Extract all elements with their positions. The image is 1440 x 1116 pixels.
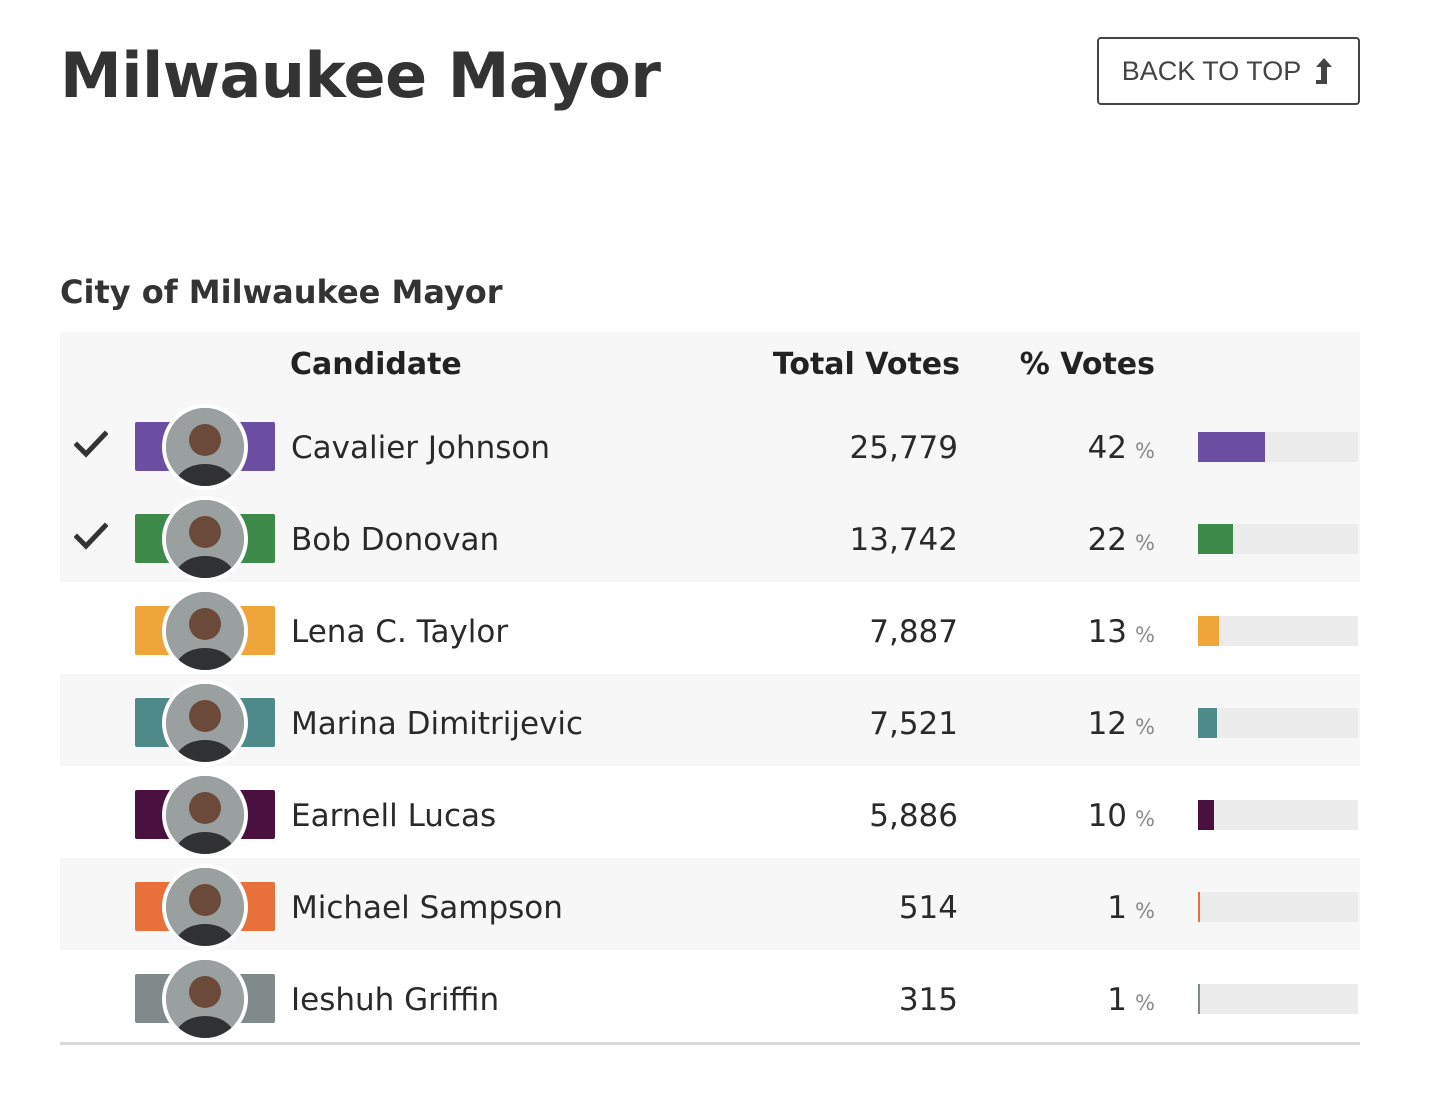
vote-share-bar-fill bbox=[1198, 800, 1214, 830]
pct-value: 13 bbox=[1087, 614, 1128, 650]
person-silhouette-icon bbox=[166, 776, 244, 854]
candidate-name: Ieshuh Griffin bbox=[291, 982, 500, 1018]
vote-share-bar bbox=[1198, 616, 1358, 646]
race-title: City of Milwaukee Mayor bbox=[60, 273, 503, 311]
candidate-avatar bbox=[162, 680, 248, 766]
pct-value: 12 bbox=[1087, 706, 1128, 742]
candidate-name: Marina Dimitrijevic bbox=[291, 706, 584, 742]
candidate-total-votes: 7,887 bbox=[869, 614, 958, 650]
table-header: Candidate Total Votes % Votes bbox=[60, 332, 1360, 398]
vote-share-bar-fill bbox=[1198, 524, 1233, 554]
checkmark-icon bbox=[73, 430, 109, 458]
results-table: Candidate Total Votes % Votes Cavalier J… bbox=[60, 332, 1360, 1045]
candidate-avatar bbox=[162, 956, 248, 1042]
candidate-row: Bob Donovan 13,742 22% bbox=[60, 490, 1360, 582]
candidate-pct: 13% bbox=[1088, 612, 1155, 657]
back-to-top-label: BACK TO TOP bbox=[1121, 55, 1302, 86]
vote-share-bar bbox=[1198, 432, 1358, 462]
person-silhouette-icon bbox=[166, 868, 244, 946]
candidate-row: Earnell Lucas 5,886 10% bbox=[60, 766, 1360, 858]
candidate-avatar bbox=[162, 588, 248, 674]
vote-share-bar-fill bbox=[1198, 616, 1219, 646]
back-to-top-button[interactable]: BACK TO TOP bbox=[1097, 37, 1360, 105]
header-pct-votes: % Votes bbox=[1019, 347, 1155, 382]
candidate-row: Michael Sampson 514 1% bbox=[60, 858, 1360, 950]
candidate-total-votes: 315 bbox=[898, 982, 958, 1018]
candidate-pct: 22% bbox=[1088, 520, 1155, 565]
candidate-row: Lena C. Taylor 7,887 13% bbox=[60, 582, 1360, 674]
vote-share-bar bbox=[1198, 708, 1358, 738]
candidate-avatar bbox=[162, 772, 248, 858]
candidate-name: Michael Sampson bbox=[291, 890, 563, 926]
candidate-row: Marina Dimitrijevic 7,521 12% bbox=[60, 674, 1360, 766]
candidate-pct: 1% bbox=[1107, 980, 1155, 1025]
pct-value: 10 bbox=[1087, 798, 1128, 834]
pct-sign: % bbox=[1135, 623, 1155, 647]
vote-share-bar bbox=[1198, 524, 1358, 554]
pct-sign: % bbox=[1135, 899, 1155, 923]
candidate-avatar bbox=[162, 496, 248, 582]
person-silhouette-icon bbox=[166, 408, 244, 486]
pct-sign: % bbox=[1135, 715, 1155, 739]
pct-sign: % bbox=[1135, 807, 1155, 831]
candidate-row: Ieshuh Griffin 315 1% bbox=[60, 950, 1360, 1042]
candidate-total-votes: 25,779 bbox=[849, 430, 958, 466]
candidate-total-votes: 7,521 bbox=[869, 706, 958, 742]
page-title: Milwaukee Mayor bbox=[60, 39, 661, 112]
candidate-pct: 42% bbox=[1088, 428, 1155, 473]
vote-share-bar-fill bbox=[1198, 892, 1200, 922]
candidate-pct: 10% bbox=[1088, 796, 1155, 841]
candidate-name: Bob Donovan bbox=[291, 522, 500, 558]
vote-share-bar-fill bbox=[1198, 984, 1200, 1014]
candidate-pct: 1% bbox=[1107, 888, 1155, 933]
person-silhouette-icon bbox=[166, 960, 244, 1038]
pct-value: 42 bbox=[1087, 430, 1128, 466]
candidate-avatar bbox=[162, 404, 248, 490]
header-candidate: Candidate bbox=[290, 347, 462, 382]
candidate-row: Cavalier Johnson 25,779 42% bbox=[60, 398, 1360, 490]
candidate-avatar bbox=[162, 864, 248, 950]
candidate-pct: 12% bbox=[1088, 704, 1155, 749]
pct-sign: % bbox=[1135, 439, 1155, 463]
vote-share-bar-fill bbox=[1198, 432, 1265, 462]
checkmark-icon bbox=[73, 522, 109, 550]
table-bottom-divider bbox=[60, 1042, 1360, 1045]
candidate-name: Earnell Lucas bbox=[291, 798, 497, 834]
candidate-rows: Cavalier Johnson 25,779 42% Bob Donovan 13,7… bbox=[60, 398, 1360, 1042]
vote-share-bar bbox=[1198, 892, 1358, 922]
pct-sign: % bbox=[1135, 531, 1155, 555]
candidate-total-votes: 13,742 bbox=[849, 522, 958, 558]
pct-sign: % bbox=[1135, 991, 1155, 1015]
pct-value: 1 bbox=[1107, 982, 1128, 1018]
pct-value: 1 bbox=[1107, 890, 1128, 926]
pct-value: 22 bbox=[1087, 522, 1128, 558]
person-silhouette-icon bbox=[166, 500, 244, 578]
candidate-name: Cavalier Johnson bbox=[291, 430, 551, 466]
header-total-votes: Total Votes bbox=[772, 347, 960, 382]
candidate-total-votes: 5,886 bbox=[869, 798, 958, 834]
vote-share-bar-fill bbox=[1198, 708, 1217, 738]
candidate-total-votes: 514 bbox=[898, 890, 958, 926]
person-silhouette-icon bbox=[166, 684, 244, 762]
vote-share-bar bbox=[1198, 800, 1358, 830]
candidate-name: Lena C. Taylor bbox=[291, 614, 509, 650]
person-silhouette-icon bbox=[166, 592, 244, 670]
arrow-up-icon bbox=[1313, 56, 1335, 86]
vote-share-bar bbox=[1198, 984, 1358, 1014]
